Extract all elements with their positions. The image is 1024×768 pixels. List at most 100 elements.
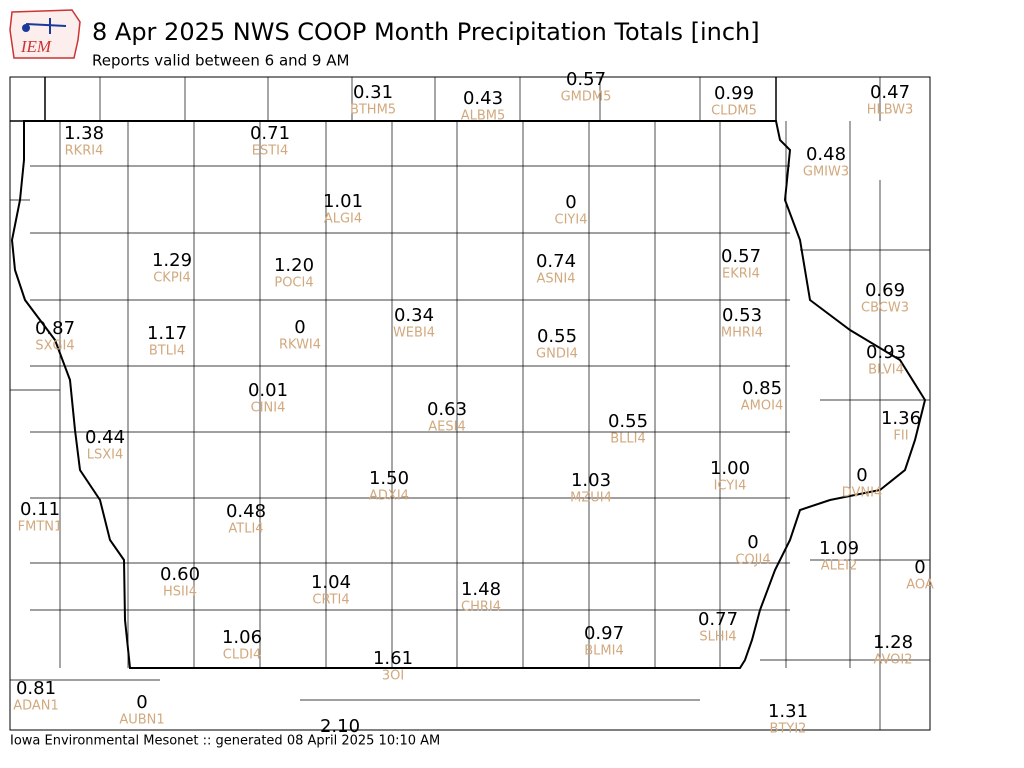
station-value: 0.87	[35, 318, 75, 339]
station-value: 0.57	[721, 246, 761, 267]
station-value: 0	[914, 557, 925, 578]
logo: IEM	[9, 9, 81, 59]
station-id: GNDI4	[536, 347, 578, 362]
station-id: FII	[893, 429, 908, 444]
station-id: MHRI4	[721, 326, 763, 341]
station-value: 0.55	[608, 411, 648, 432]
station-value: 0	[856, 465, 867, 486]
station-value: 0.60	[160, 564, 200, 585]
station-value: 0.85	[742, 378, 782, 399]
station-id: ALEI2	[821, 559, 857, 574]
station-id: BLLI4	[610, 432, 646, 447]
footer: Iowa Environmental Mesonet :: generated …	[10, 734, 440, 749]
station-id: CLDI4	[223, 648, 261, 663]
station-value: 1.01	[323, 191, 363, 212]
station-id: MZUI4	[570, 491, 612, 506]
station-id: BLMI4	[584, 644, 623, 659]
station-id: ADXI4	[369, 489, 409, 504]
station-id: CIYI4	[555, 213, 588, 228]
station-id: ALBM5	[461, 109, 506, 124]
station-value: 0.93	[866, 342, 906, 363]
station-value: 1.29	[152, 250, 192, 271]
station-id: AVOI2	[873, 653, 912, 668]
station-id: POCI4	[274, 276, 313, 291]
station-value: 0.11	[20, 499, 60, 520]
subtitle: Reports valid between 6 and 9 AM	[92, 52, 349, 70]
station-id: CHRI4	[461, 600, 501, 615]
station-value: 0	[294, 317, 305, 338]
station-value: 0	[136, 692, 147, 713]
station-id: WEBI4	[393, 326, 435, 341]
station-value: 1.48	[461, 579, 501, 600]
station-id: ICYI4	[714, 479, 747, 494]
station-value: 0.81	[16, 678, 56, 699]
station-id: AESI4	[428, 420, 465, 435]
station-value: 1.03	[571, 470, 611, 491]
station-value: 1.50	[369, 468, 409, 489]
station-value: 1.06	[222, 627, 262, 648]
map-frame	[9, 76, 931, 731]
station-value: 0.43	[463, 88, 503, 109]
station-id: AMOI4	[741, 399, 783, 414]
logo-text: IEM	[20, 37, 52, 56]
station-id: 3OI	[382, 669, 404, 684]
station-value: 0	[747, 532, 758, 553]
station-value: 0.31	[353, 82, 393, 103]
station-id: HLBW3	[867, 103, 914, 118]
station-id: BTHM5	[350, 103, 396, 118]
station-value: 1.20	[274, 255, 314, 276]
station-id: AUBN1	[119, 713, 164, 728]
station-id: RKWI4	[279, 338, 321, 353]
station-value: 0.01	[248, 380, 288, 401]
station-id: ASNI4	[537, 272, 576, 287]
station-id: ATLI4	[228, 522, 263, 537]
station-id: CRTI4	[312, 593, 349, 608]
station-id: ALGI4	[324, 212, 362, 227]
station-value: 1.00	[710, 458, 750, 479]
station-id: BTYI2	[770, 722, 807, 737]
station-id: CINI4	[251, 401, 286, 416]
station-value: 0.97	[584, 623, 624, 644]
station-id: BLVI4	[868, 363, 904, 378]
station-value: 0.63	[427, 399, 467, 420]
station-id: FMTN1	[18, 520, 63, 535]
station-id: DVNI4	[842, 486, 883, 501]
station-value: 1.61	[373, 648, 413, 669]
station-id: ADAN1	[13, 699, 59, 714]
station-value: 0.74	[536, 251, 576, 272]
station-value: 2.10	[320, 716, 360, 737]
station-value: 0.69	[865, 280, 905, 301]
station-value: 0.48	[226, 501, 266, 522]
station-value: 1.38	[64, 123, 104, 144]
station-value: 0.99	[714, 83, 754, 104]
station-value: 0.77	[698, 609, 738, 630]
station-value: 0.57	[566, 69, 606, 90]
station-id: GMDM5	[561, 90, 612, 105]
station-id: ESTI4	[252, 144, 289, 159]
station-value: 0.48	[806, 144, 846, 165]
station-id: COJI4	[735, 553, 770, 568]
boundaries	[10, 77, 930, 730]
station-value: 1.31	[768, 701, 808, 722]
station-value: 0.44	[85, 427, 125, 448]
station-id: HSII4	[163, 585, 197, 600]
station-id: SLHI4	[699, 630, 736, 645]
station-id: RKRI4	[65, 144, 104, 159]
station-id: GMIW3	[803, 165, 849, 180]
station-value: 0	[565, 192, 576, 213]
title: 8 Apr 2025 NWS COOP Month Precipitation …	[92, 18, 760, 46]
station-id: BTLI4	[149, 344, 185, 359]
station-value: 0.47	[870, 82, 910, 103]
station-value: 1.28	[873, 632, 913, 653]
station-id: CKPI4	[153, 271, 191, 286]
station-value: 0.53	[722, 305, 762, 326]
station-id: CLDM5	[711, 104, 757, 119]
station-value: 1.04	[311, 572, 351, 593]
station-value: 1.09	[819, 538, 859, 559]
station-value: 1.36	[881, 408, 921, 429]
station-id: EKRI4	[722, 267, 760, 282]
station-value: 0.71	[250, 123, 290, 144]
station-value: 0.55	[537, 326, 577, 347]
